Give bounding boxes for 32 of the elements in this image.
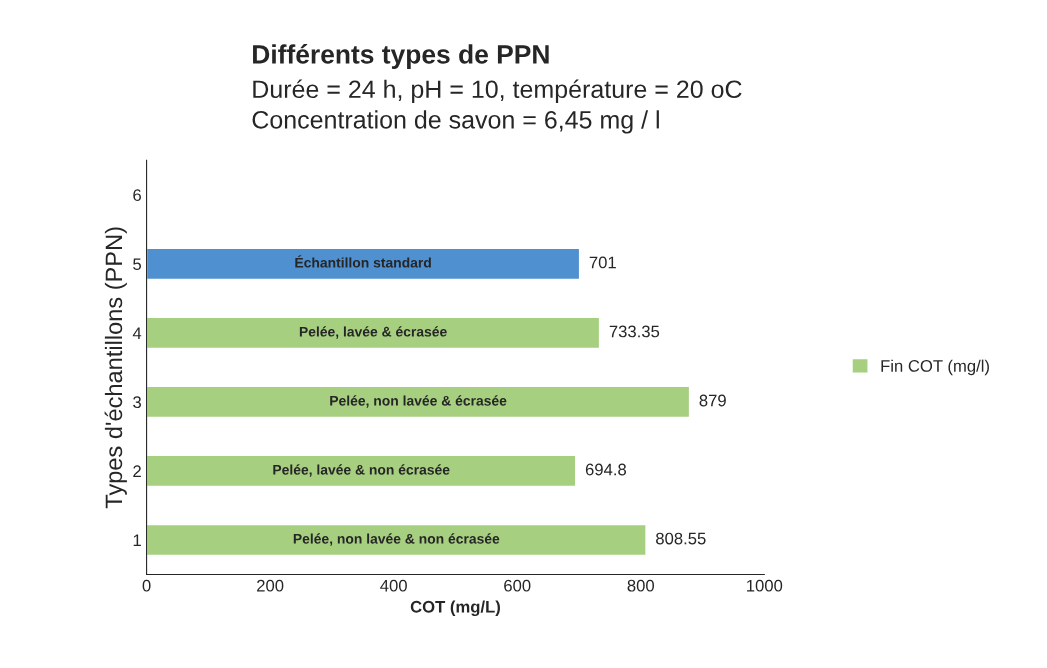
annotation: Pelée, lavée & écrasée [299,326,447,339]
annotation: Pelée, non lavée & non écrasée [293,533,500,546]
x-axis-title: COT (mg/L) [410,600,500,617]
y-tick-label: 3 [133,396,141,409]
chart-title: Différents types de PPN [253,44,549,69]
x-tick-label: 0 [142,579,151,592]
bar [146,247,581,281]
annotation: Échantillon standard [295,255,431,268]
chart-subtitle: Durée = 24 h, pH = 10, température = 20 oC Concentration de savon = 6,45 mg / l [252,79,742,134]
data-label: 701 [589,256,616,269]
legend-label: Fin COT (mg/l) [881,359,989,376]
bar [146,454,577,488]
data-label: 694.8 [585,463,627,476]
y-tick-label: 6 [133,189,141,202]
y-tick-label: 4 [132,327,142,339]
x-tick-label: 600 [504,579,531,592]
annotation: Pelée, lavée & non écrasée [273,464,450,477]
y-tick-label: 2 [133,465,141,477]
x-tick-label: 200 [257,579,284,592]
bar [146,385,691,419]
data-label: 733.35 [609,325,660,338]
data-label: 808.55 [656,532,706,545]
bar [146,523,647,557]
data-label: 879 [699,394,726,407]
annotation: Pelée, non lavée & écrasée [330,395,507,408]
x-tick-label: 1000 [747,579,783,592]
y-tick-label: 5 [133,258,142,271]
y-axis-title: Types d'échantillons (PPN) [104,227,127,509]
x-tick-label: 800 [627,579,655,592]
x-tick-label: 400 [380,579,407,592]
y-tick-label: 1 [133,534,141,547]
bar [146,316,601,350]
